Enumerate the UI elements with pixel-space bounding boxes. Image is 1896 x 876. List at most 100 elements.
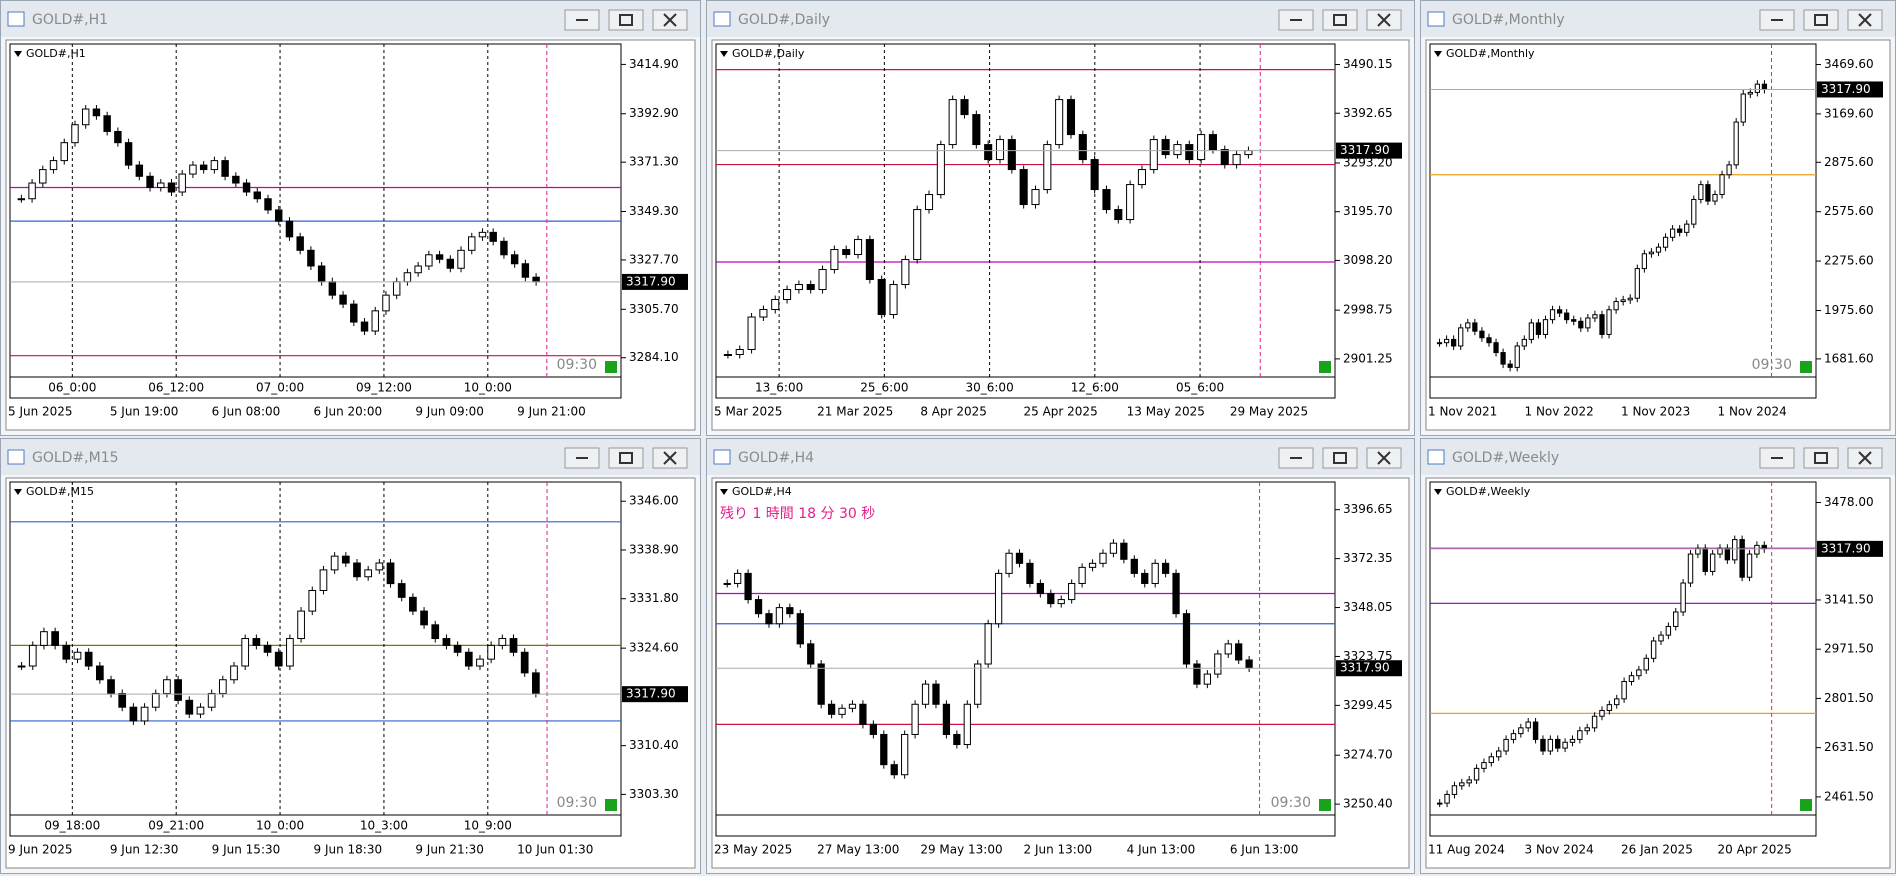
price-box bbox=[1336, 660, 1402, 677]
maximize-button[interactable] bbox=[608, 447, 644, 469]
maximize-button-frame[interactable] bbox=[608, 447, 644, 469]
candle bbox=[735, 349, 744, 356]
y-tick-label: 3478.00 bbox=[1824, 495, 1874, 509]
candle bbox=[838, 707, 846, 715]
minimize-button[interactable] bbox=[1278, 447, 1314, 469]
maximize-button[interactable] bbox=[1322, 9, 1358, 31]
close-button[interactable] bbox=[652, 9, 688, 31]
minimize-button[interactable] bbox=[564, 9, 600, 31]
maximize-button[interactable] bbox=[1322, 447, 1358, 469]
candle bbox=[911, 703, 919, 735]
candle bbox=[1172, 572, 1180, 615]
timer: 09:30 bbox=[557, 357, 597, 373]
y-tick-label: 3338.90 bbox=[629, 542, 679, 556]
window-icon[interactable] bbox=[713, 11, 731, 27]
window-icon[interactable] bbox=[713, 449, 731, 465]
candle bbox=[890, 764, 898, 776]
chart-label: GOLD#,Monthly bbox=[1446, 47, 1535, 60]
maximize-button-frame[interactable] bbox=[608, 9, 644, 31]
candle bbox=[1747, 91, 1753, 95]
minimize-button[interactable] bbox=[1759, 447, 1795, 469]
y-tick-label: 1681.60 bbox=[1824, 351, 1874, 365]
candle bbox=[81, 108, 90, 126]
candle bbox=[853, 239, 863, 256]
close-button[interactable] bbox=[652, 447, 688, 469]
candle bbox=[1691, 198, 1697, 225]
timer: 09:30 bbox=[557, 795, 597, 811]
candle bbox=[114, 130, 122, 144]
close-button[interactable] bbox=[1847, 447, 1883, 469]
candle bbox=[71, 124, 79, 144]
close-button[interactable] bbox=[1366, 9, 1402, 31]
date-label: 6 Jun 20:00 bbox=[314, 405, 383, 419]
candle bbox=[509, 638, 518, 653]
candle bbox=[1695, 547, 1701, 555]
window-icon[interactable] bbox=[7, 11, 25, 27]
maximize-button-frame[interactable] bbox=[1322, 447, 1358, 469]
plot bbox=[716, 482, 1335, 815]
window-icon[interactable] bbox=[7, 449, 25, 465]
y-tick-label: 3331.80 bbox=[629, 591, 679, 605]
minimize-button[interactable] bbox=[1278, 9, 1314, 31]
candle bbox=[135, 164, 144, 177]
date-label: 4 Jun 13:00 bbox=[1127, 843, 1196, 857]
candle bbox=[520, 651, 529, 674]
candle bbox=[765, 613, 773, 625]
candle bbox=[806, 284, 815, 291]
candle bbox=[317, 265, 326, 283]
candle bbox=[151, 692, 160, 708]
close-button[interactable] bbox=[1847, 9, 1883, 31]
candle bbox=[1599, 314, 1605, 335]
date-label: 5 Mar 2025 bbox=[714, 405, 782, 419]
candle bbox=[185, 699, 194, 715]
candle bbox=[1066, 99, 1076, 136]
candle bbox=[210, 160, 219, 171]
candle bbox=[1031, 189, 1040, 206]
candle bbox=[1754, 544, 1760, 555]
window-icon[interactable] bbox=[1427, 449, 1445, 465]
maximize-button[interactable] bbox=[608, 9, 644, 31]
y-tick-label: 3490.15 bbox=[1343, 57, 1393, 71]
date-label: 5 Jun 19:00 bbox=[110, 405, 179, 419]
candle bbox=[1532, 721, 1539, 740]
candle bbox=[1466, 779, 1472, 784]
price-box bbox=[1336, 142, 1402, 159]
candle bbox=[478, 231, 487, 238]
date-label: 29 May 13:00 bbox=[920, 843, 1002, 857]
maximize-button-frame[interactable] bbox=[1803, 9, 1839, 31]
y-tick-label: 2631.50 bbox=[1824, 740, 1874, 754]
candle bbox=[431, 624, 440, 640]
date-label: 13 May 2025 bbox=[1127, 405, 1205, 419]
candle bbox=[1684, 223, 1690, 233]
candle bbox=[1726, 164, 1732, 176]
candle bbox=[936, 144, 945, 196]
candle bbox=[1232, 154, 1241, 166]
close-button[interactable] bbox=[1366, 447, 1402, 469]
y-tick-label: 3310.40 bbox=[629, 738, 679, 752]
chart-window: GOLD#,Weekly 3478.00 3141.50 2971.50 2801.50… bbox=[1420, 438, 1896, 874]
candle bbox=[446, 258, 455, 269]
candle bbox=[319, 569, 328, 591]
candle bbox=[1088, 562, 1097, 568]
candle bbox=[1643, 657, 1649, 671]
maximize-button-frame[interactable] bbox=[1803, 447, 1839, 469]
candle bbox=[242, 182, 251, 193]
candle bbox=[842, 249, 851, 256]
maximize-button[interactable] bbox=[1803, 9, 1839, 31]
time-marker-label: 09_21:00 bbox=[148, 819, 204, 833]
minimize-button[interactable] bbox=[1759, 9, 1795, 31]
candle bbox=[1555, 738, 1561, 749]
candle bbox=[1458, 327, 1464, 347]
window-title: GOLD#,M15 bbox=[32, 450, 119, 466]
candle bbox=[221, 160, 229, 177]
maximize-button[interactable] bbox=[1803, 447, 1839, 469]
candle bbox=[95, 665, 104, 681]
window-icon[interactable] bbox=[1427, 11, 1445, 27]
time-marker-label: 10_0:00 bbox=[464, 381, 512, 395]
y-tick-label: 2461.50 bbox=[1824, 789, 1874, 803]
minimize-button[interactable] bbox=[564, 447, 600, 469]
candle bbox=[880, 733, 888, 766]
candle bbox=[901, 733, 909, 776]
candle bbox=[754, 599, 763, 615]
maximize-button-frame[interactable] bbox=[1322, 9, 1358, 31]
